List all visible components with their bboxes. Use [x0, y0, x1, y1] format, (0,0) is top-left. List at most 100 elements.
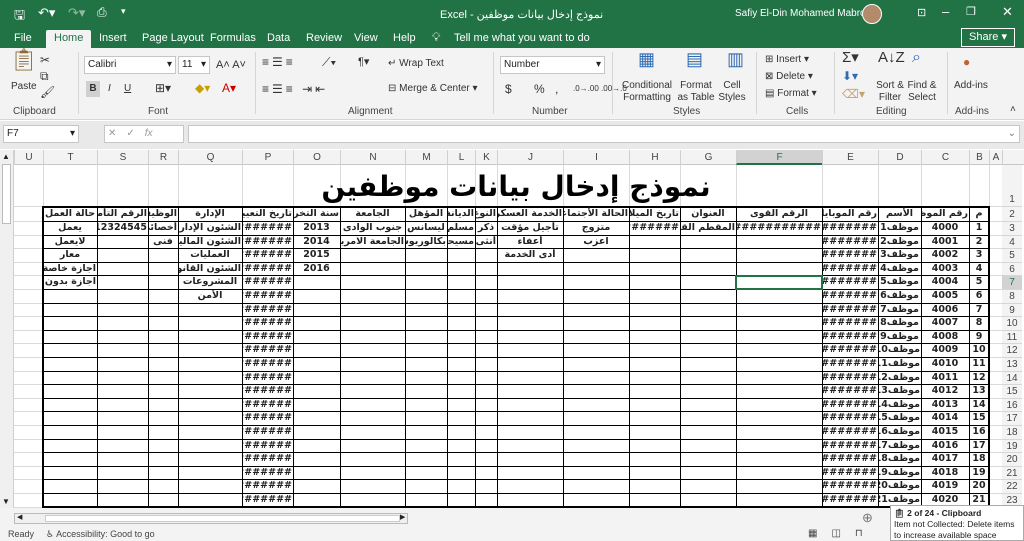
column-header-t[interactable]: T [43, 150, 97, 165]
cell-m3[interactable]: ليسانس [407, 222, 445, 233]
collapse-ribbon-icon[interactable]: ˄ [1010, 104, 1016, 115]
column-header-s[interactable]: S [97, 150, 148, 165]
vertical-scrollbar[interactable]: ▲ ▼ [0, 150, 14, 508]
header-cell-k[interactable]: النوع [476, 208, 496, 219]
autosum-icon[interactable]: Σ▾ [842, 49, 859, 66]
cell-c17[interactable]: 4014 [931, 412, 959, 424]
cell-d13[interactable]: موظف11 [879, 358, 920, 369]
cell-e16[interactable]: ########## [823, 398, 877, 410]
cell-q7[interactable]: المشروعات [182, 276, 238, 288]
row-header-18[interactable]: 18 [1002, 426, 1022, 440]
sort-filter-icon[interactable]: A↓Z [878, 49, 905, 66]
cell-e20[interactable]: ########## [823, 453, 877, 465]
cell-d14[interactable]: موظف12 [879, 371, 920, 383]
tab-data[interactable]: Data [267, 32, 291, 44]
ribbon-display-icon[interactable]: ⊡ [917, 7, 927, 19]
cell-e10[interactable]: ########## [823, 317, 877, 329]
cell-d20[interactable]: موظف18 [879, 453, 920, 465]
column-header-l[interactable]: L [447, 150, 475, 165]
restore-icon[interactable]: ❐ [966, 6, 976, 18]
cell-c5[interactable]: 4002 [931, 249, 959, 261]
underline-button[interactable]: U [124, 83, 132, 94]
cell-h3[interactable]: ######### [630, 222, 679, 233]
column-header-a[interactable]: A [989, 150, 1002, 165]
header-cell-h[interactable]: تاريخ الميلاد [630, 208, 679, 219]
merge-center-button[interactable]: ⊟ Merge & Center ▾ [388, 83, 478, 94]
cell-c11[interactable]: 4008 [931, 330, 959, 342]
paste-icon[interactable]: 📋︎ [10, 47, 38, 72]
cell-e12[interactable]: ########## [823, 344, 877, 356]
view-buttons[interactable]: ▦◫⊓ [808, 528, 877, 539]
cell-t5[interactable]: معار [59, 249, 81, 261]
accessibility-status[interactable]: ♿︎ Accessibility: Good to go [46, 529, 155, 539]
format-as-table-button[interactable]: Format as Table [677, 80, 715, 103]
cell-b22[interactable]: 20 [972, 480, 986, 492]
row-header-5[interactable]: 5 [1002, 249, 1022, 263]
cell-p11[interactable]: ########## [243, 330, 292, 342]
cell-d18[interactable]: موظف16 [879, 426, 920, 437]
cell-q3[interactable]: الشئون الإدارية [179, 222, 241, 233]
row-header-16[interactable]: 16 [1002, 398, 1022, 413]
close-icon[interactable]: ✕ [1002, 4, 1013, 19]
header-cell-q[interactable]: الإدارة [195, 208, 225, 219]
cell-b16[interactable]: 14 [972, 398, 986, 410]
tab-file[interactable]: File [14, 32, 32, 44]
cell-d3[interactable]: موظف1 [880, 222, 919, 233]
cell-b18[interactable]: 16 [972, 426, 986, 437]
cell-j4[interactable]: أعفاء [517, 235, 543, 247]
cell-d22[interactable]: موظف20 [879, 480, 920, 492]
cell-e18[interactable]: ########## [823, 426, 877, 437]
cell-c18[interactable]: 4015 [931, 426, 959, 437]
scroll-up-icon[interactable]: ▲ [2, 152, 10, 161]
cell-d7[interactable]: موظف5 [880, 276, 919, 288]
scroll-right-icon[interactable]: ▶ [400, 514, 406, 521]
cell-p9[interactable]: ########## [243, 303, 292, 315]
row-header-9[interactable]: 9 [1002, 303, 1022, 318]
cell-j5[interactable]: أدى الخدمة [504, 249, 556, 261]
cell-d15[interactable]: موظف13 [879, 385, 920, 397]
bold-button[interactable]: B [86, 81, 100, 97]
cell-b6[interactable]: 4 [975, 262, 983, 274]
header-cell-d[interactable]: الأسم [885, 208, 914, 219]
cell-c21[interactable]: 4018 [931, 466, 959, 478]
clear-icon[interactable]: ⌫▾ [842, 87, 865, 101]
comma-button[interactable]: , [555, 82, 559, 96]
cell-k3[interactable]: ذكر [477, 222, 495, 233]
cell-d16[interactable]: موظف14 [879, 398, 920, 410]
italic-button[interactable]: I [108, 83, 111, 94]
wrap-text-button[interactable]: ↵ Wrap Text [388, 58, 444, 69]
cell-c8[interactable]: 4005 [931, 290, 959, 301]
font-name-dropdown[interactable]: Calibri ▾ [84, 56, 176, 74]
cell-o6[interactable]: 2016 [303, 262, 330, 274]
cell-p4[interactable]: ########## [243, 235, 292, 247]
cell-q8[interactable]: الأمن [197, 290, 223, 301]
row-header-19[interactable]: 19 [1002, 439, 1022, 454]
cell-q5[interactable]: العمليات [190, 249, 230, 261]
column-header-m[interactable]: M [405, 150, 447, 165]
row-header-7[interactable]: 7 [1002, 276, 1022, 290]
cell-d8[interactable]: موظف6 [880, 290, 919, 301]
cell-c16[interactable]: 4013 [931, 398, 959, 410]
cell-e19[interactable]: ########## [823, 439, 877, 451]
cell-p12[interactable]: ########## [243, 344, 292, 356]
tab-insert[interactable]: Insert [99, 32, 127, 44]
cell-b5[interactable]: 3 [975, 249, 983, 261]
cell-q6[interactable]: الشئون القانونية [179, 262, 241, 274]
cell-p6[interactable]: ########## [243, 262, 292, 274]
format-cells-button[interactable]: ▤ Format ▾ [765, 88, 817, 99]
cell-e9[interactable]: ########## [823, 303, 877, 315]
cell-p10[interactable]: ########## [243, 317, 292, 329]
orientation-icon[interactable]: ⟋▾ [322, 55, 337, 69]
cell-b4[interactable]: 2 [975, 235, 983, 247]
cell-d9[interactable]: موظف7 [880, 303, 919, 315]
cell-styles-button[interactable]: Cell Styles [718, 80, 746, 103]
share-button[interactable]: Share ▾ [961, 28, 1015, 47]
horizontal-scroll-thumb[interactable] [45, 515, 400, 522]
cell-d10[interactable]: موظف8 [880, 317, 919, 329]
cell-f3[interactable]: #################### [737, 222, 821, 233]
cell-c9[interactable]: 4006 [931, 303, 959, 315]
selected-cell-f7[interactable] [735, 275, 823, 290]
new-sheet-icon[interactable]: ⊕ [862, 510, 873, 525]
cell-e5[interactable]: ########## [823, 249, 877, 261]
cell-e17[interactable]: ########## [823, 412, 877, 424]
